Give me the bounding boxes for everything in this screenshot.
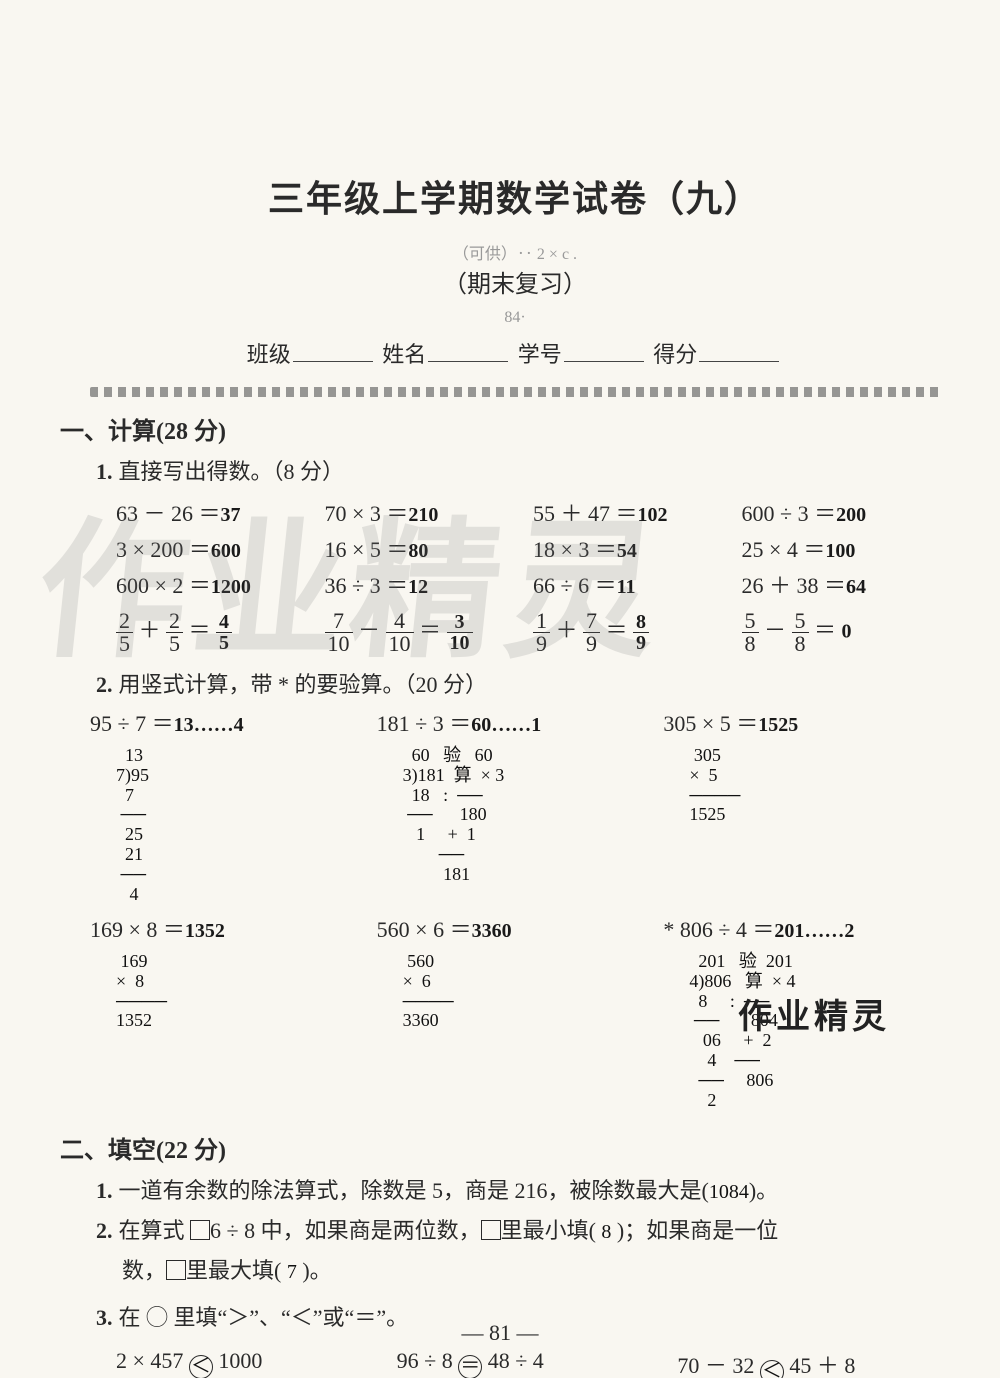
compare-circle: ＜ [760,1360,784,1378]
box-icon [481,1220,501,1240]
faint-1: （可供）‥ 2 × c . [90,240,940,264]
calc-item: 600 × 2 ＝1200 [116,568,315,600]
q1-num: 1. [96,459,113,484]
q1-prompt: 1.直接写出得数。（8 分） [96,452,940,492]
calc-frac-item: 58 － 58 ＝ 0 [742,610,941,655]
calc-item: 55 ＋ 47 ＝102 [533,496,732,528]
q2-row1: 95 ÷ 7 ＝13……4 13 7)95 7 ── 25 21 ── 4181… [90,704,940,910]
label-class: 班级 [247,342,291,367]
s2q2-ans2: 7 [287,1261,297,1283]
box-icon [190,1220,210,1240]
calc-frac-item: 710 － 410 ＝ 310 [325,610,524,655]
page-title: 三年级上学期数学试卷（九） [90,170,940,222]
calc-item: 63 － 26 ＝37 [116,496,315,528]
s2q2-2a: 数， [122,1258,166,1283]
s2q2-1c: 里最小填( [501,1218,602,1243]
s2q2-l1: 2.在算式 6 ÷ 8 中，如果商是两位数， 里最小填( 8 )；如果商是一位 [96,1211,940,1251]
s2q2-2c: )。 [297,1258,332,1283]
vertical-problem: 560 × 6 ＝3360 560 × 6 ──── 3360 [377,910,654,1116]
vertical-problem: 95 ÷ 7 ＝13……4 13 7)95 7 ── 25 21 ── 4 [90,704,367,910]
s2q1-ans: 1084 [709,1181,749,1203]
s2q2-num: 2. [96,1218,113,1243]
student-info-line: 班级 姓名 学号 得分 [90,337,940,369]
calc-item: 600 ÷ 3 ＝200 [742,496,941,528]
s2q3-grid: 2 × 457 ＜ 1000 96 ÷ 8 ＝ 48 ÷ 4 70 － 32 ＜ 4… [116,1348,940,1378]
section-2-heading: 二、填空(22 分) [60,1130,940,1165]
calc-item: 3 × 200 ＝600 [116,532,315,564]
calc-item: 36 ÷ 3 ＝12 [325,568,524,600]
compare-circle: ＝ [458,1355,482,1378]
s2q2-1a: 在算式 [119,1218,191,1243]
compare-circle: ＜ [189,1355,213,1378]
blank-name[interactable] [428,337,508,362]
s2q1: 1.一道有余数的除法算式，除数是 5，商是 216，被除数最大是(1084)。 [96,1171,940,1211]
exam-page: 作业精灵 三年级上学期数学试卷（九） （可供）‥ 2 × c . （期末复习） … [0,0,1000,1378]
box-icon [166,1260,186,1280]
calc-item: 70 × 3 ＝210 [325,496,524,528]
blank-id[interactable] [564,337,644,362]
calc-item: 25 × 4 ＝100 [742,532,941,564]
q2-num: 2. [96,672,113,697]
section-1-heading: 一、计算(28 分) [60,411,940,446]
compare-item: 70 － 32 ＜ 45 ＋ 8 [677,1348,940,1378]
calc-item: 26 ＋ 38 ＝64 [742,568,941,600]
page-number: — 81 — [0,1320,1000,1346]
s2q1-b: )。 [749,1178,778,1203]
s2q2-ans1: 8 [601,1221,611,1243]
s2q2-1b: 6 ÷ 8 中，如果商是两位数， [210,1218,481,1243]
compare-item: 96 ÷ 8 ＝ 48 ÷ 4 [397,1348,660,1378]
blank-class[interactable] [293,337,373,362]
s2q1-num: 1. [96,1178,113,1203]
compare-item: 2 × 457 ＜ 1000 [116,1348,379,1378]
faint-2: 84· [90,309,940,327]
label-score: 得分 [653,342,697,367]
vertical-problem: 169 × 8 ＝1352 169 × 8 ──── 1352 [90,910,367,1116]
q2-prompt: 2.用竖式计算，带 * 的要验算。（20 分） [96,665,940,705]
watermark-small: 作业精灵 [738,989,890,1038]
q1-grid: 63 － 26 ＝37 70 × 3 ＝210 55 ＋ 47 ＝102 600 ÷ … [116,496,940,600]
q1-text: 直接写出得数。（8 分） [119,459,345,484]
calc-item: 16 × 5 ＝80 [325,532,524,564]
vertical-problem: 305 × 5 ＝1525 305 × 5 ──── 1525 [663,704,940,910]
calc-frac-item: 25 ＋ 25 ＝ 45 [116,610,315,655]
calc-frac-item: 19 ＋ 79 ＝ 89 [533,610,732,655]
s2q1-a: 一道有余数的除法算式，除数是 5，商是 216，被除数最大是( [119,1178,709,1203]
s2q2-1d: )；如果商是一位 [611,1218,778,1243]
label-name: 姓名 [382,342,426,367]
divider-wavy [90,387,940,397]
vertical-problem: 181 ÷ 3 ＝60……1 60 验 60 3)181 算 × 3 18 : … [377,704,654,910]
s2q2-2b: 里最大填( [186,1258,287,1283]
page-subtitle: （期末复习） [90,264,940,299]
s2q2-l2: 数， 里最大填( 7 )。 [122,1251,940,1291]
calc-item: 18 × 3 ＝54 [533,532,732,564]
blank-score[interactable] [699,337,779,362]
label-id: 学号 [518,342,562,367]
calc-item: 66 ÷ 6 ＝11 [533,568,732,600]
q1-frac-row: 25 ＋ 25 ＝ 45710 － 410 ＝ 31019 ＋ 79 ＝ 895… [116,610,940,655]
q2-text: 用竖式计算，带 * 的要验算。（20 分） [119,672,488,697]
